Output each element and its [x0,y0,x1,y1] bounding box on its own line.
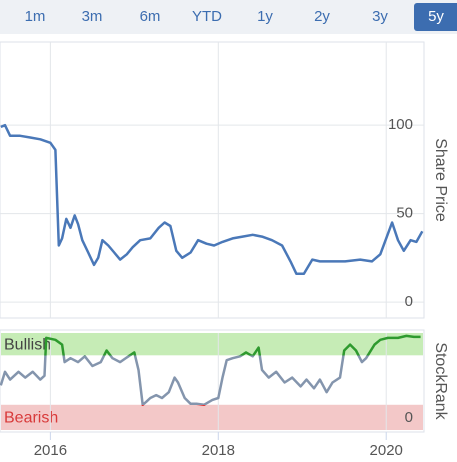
range-button[interactable]: 1y [257,8,273,25]
y-axis-label: Share Price [432,138,449,222]
x-tick-label: 2018 [202,442,235,459]
band-label: Bullish [4,336,51,353]
range-button[interactable]: 1m [25,8,46,25]
band [1,404,423,430]
range-button[interactable]: 3m [82,8,103,25]
y-tick-label: 100 [388,116,413,133]
range-button[interactable]: 6m [140,8,161,25]
line [0,123,424,276]
y-axis-label: StockRank [432,342,449,420]
range-button-bg[interactable] [414,3,457,31]
range-bar [0,0,457,34]
band-label: Bearish [4,410,58,427]
range-button[interactable]: 5y [428,8,444,25]
x-tick-label: 2020 [370,442,403,459]
y-tick-label: 0 [405,409,413,426]
price-panel [0,41,425,319]
range-button[interactable]: 3y [372,8,388,25]
range-button[interactable]: YTD [192,8,222,25]
line [0,334,421,407]
x-tick-label: 2016 [34,442,67,459]
y-tick-label: 0 [405,293,413,310]
y-tick-label: 50 [396,205,413,222]
range-button[interactable]: 2y [314,8,330,25]
